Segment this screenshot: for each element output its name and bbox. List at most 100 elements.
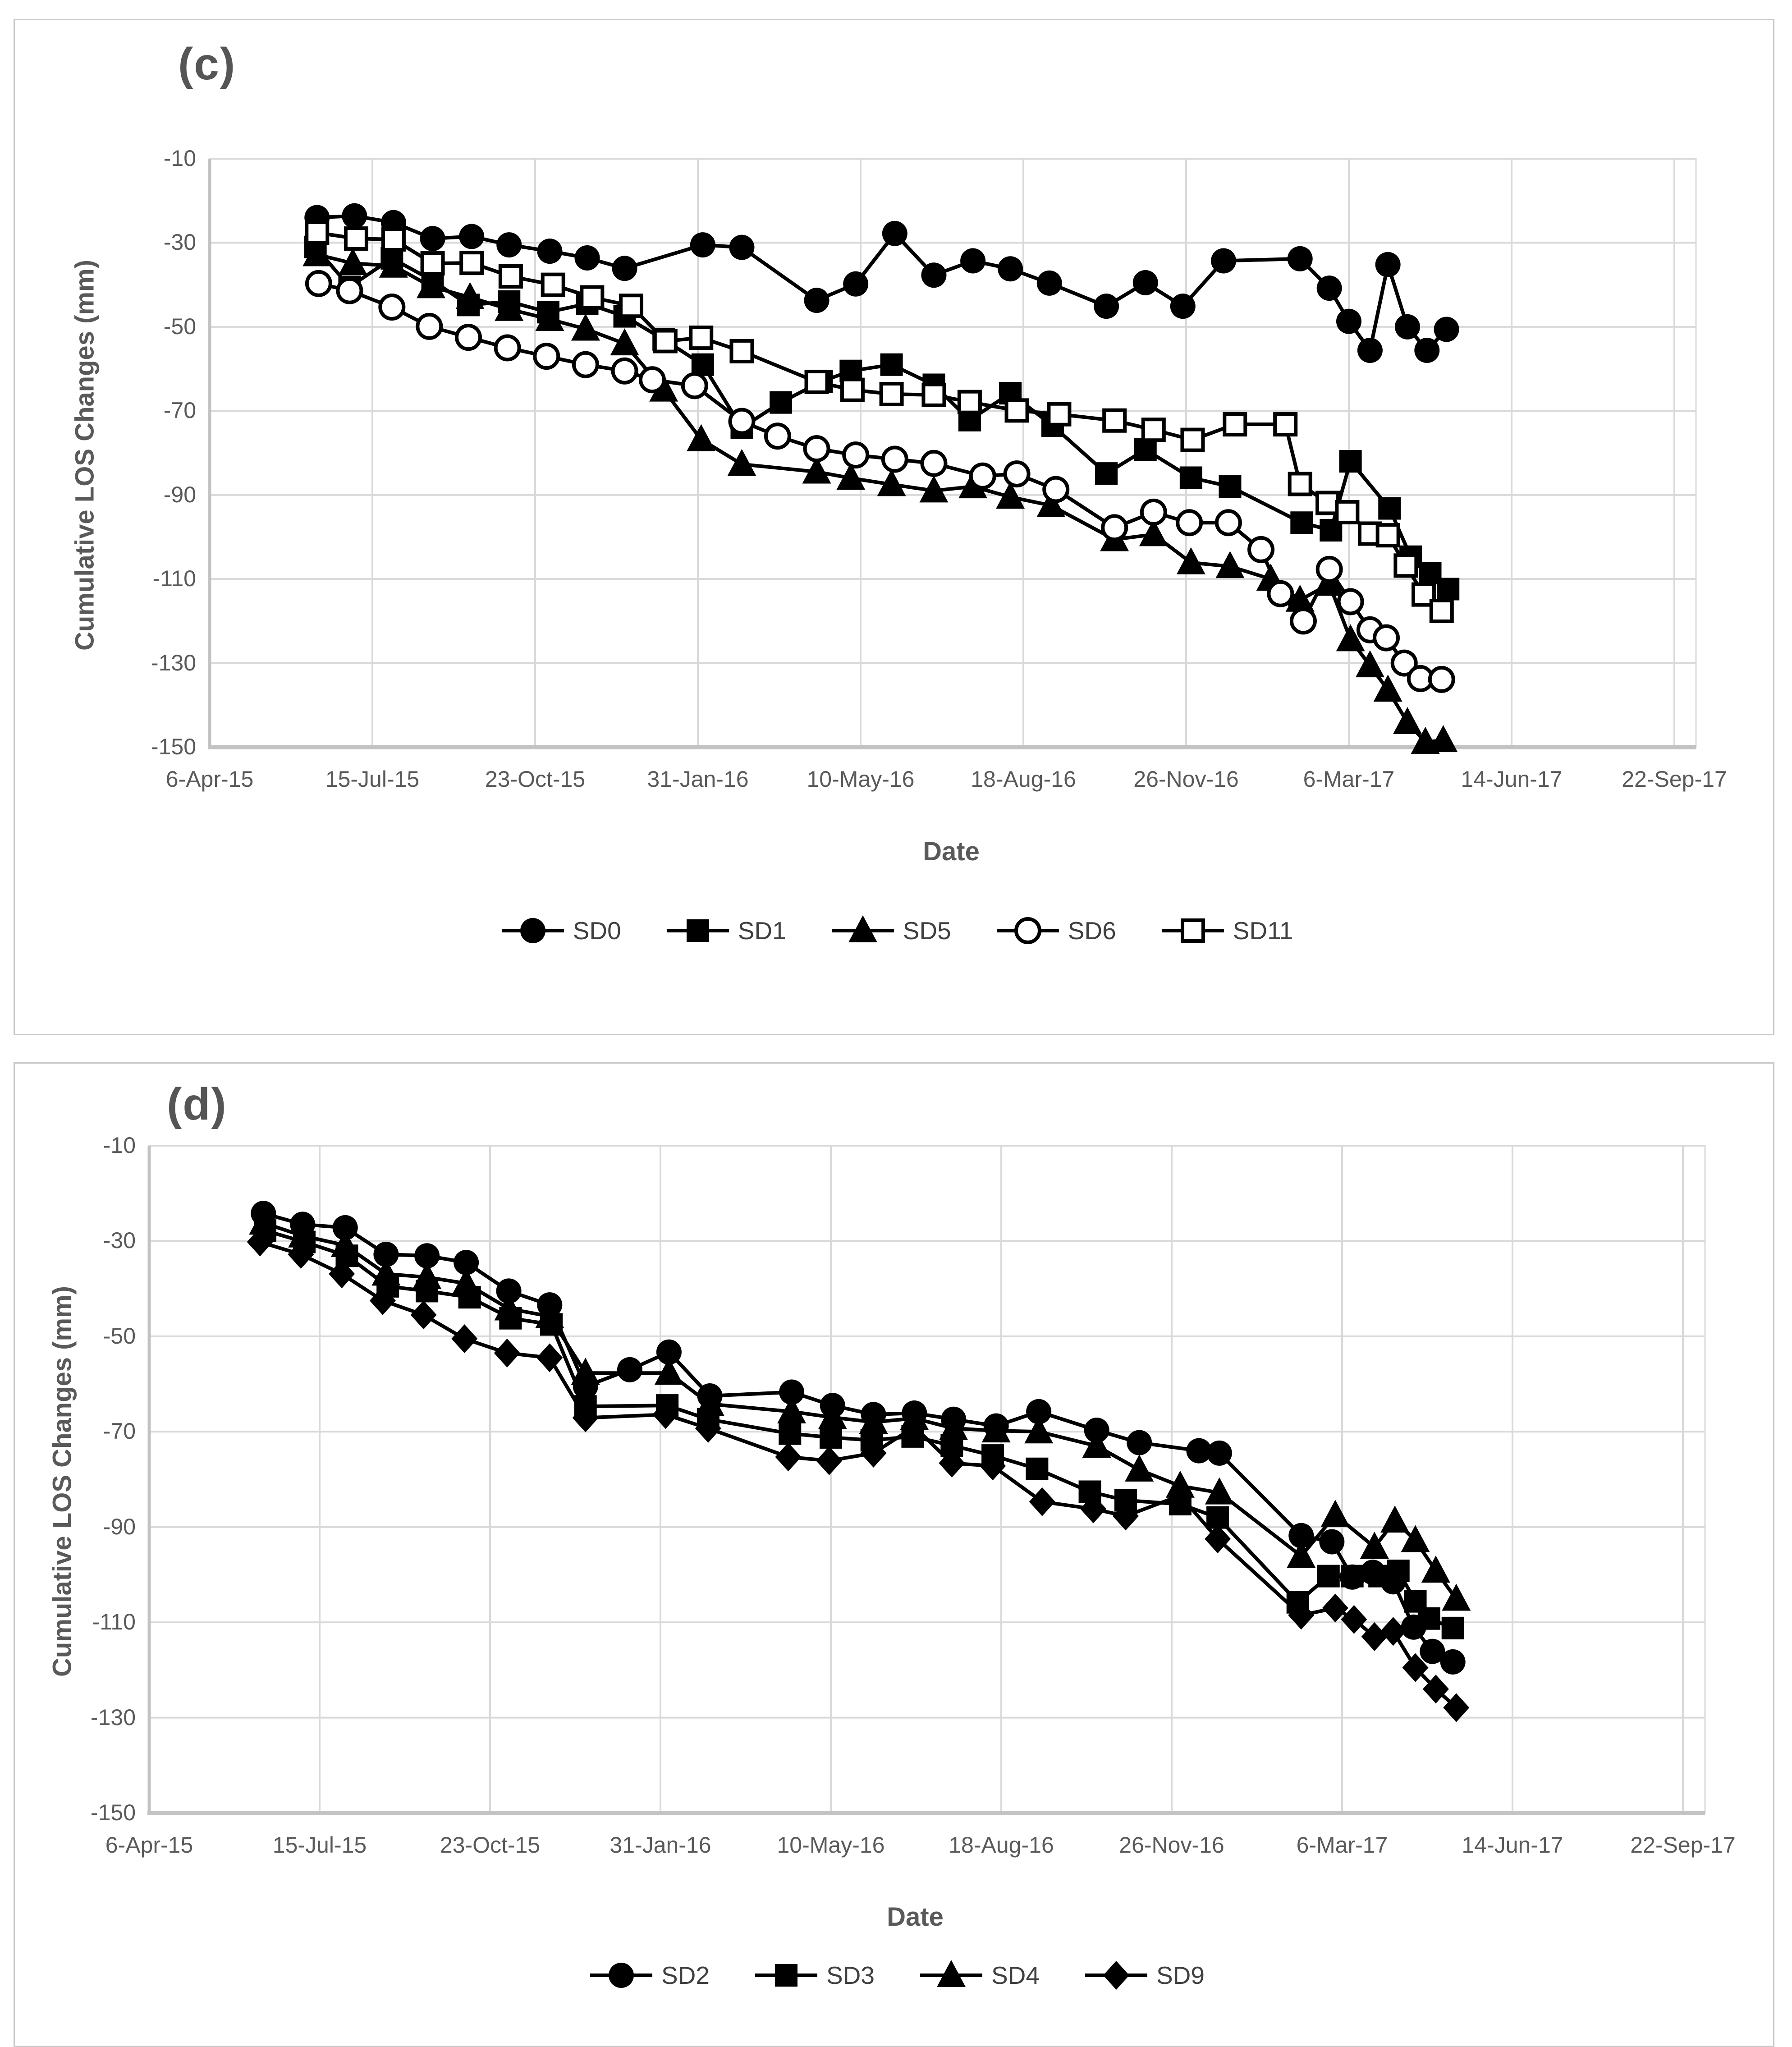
marker-circle-open [920, 450, 948, 477]
marker-triangle-filled [1285, 584, 1315, 612]
marker-triangle-filled [687, 424, 716, 451]
marker-triangle-filled [695, 1388, 724, 1416]
marker-triangle-filled [571, 1358, 600, 1385]
marker-diamond-filled [1402, 1653, 1429, 1682]
marker-circle-filled [609, 1963, 634, 1988]
x-tick-label: 10-May-16 [807, 766, 915, 792]
marker-circle-filled [1319, 1529, 1345, 1555]
marker-diamond-filled [1103, 1961, 1129, 1990]
marker-circle-filled [729, 234, 755, 260]
marker-circle-open [378, 294, 406, 321]
y-tick-label: -10 [103, 1133, 136, 1158]
marker-circle-filled [1434, 317, 1459, 342]
marker-circle-filled [690, 232, 715, 258]
marker-circle-filled [612, 256, 637, 281]
marker-square-open [580, 285, 605, 310]
marker-square-open [1315, 491, 1340, 515]
legend-label: SD9 [1156, 1961, 1205, 1989]
x-tick-label: 23-Oct-15 [485, 766, 586, 792]
marker-circle-filled [1357, 338, 1383, 363]
marker-square-filled [686, 919, 709, 942]
marker-diamond-filled [695, 1414, 721, 1443]
y-tick-label: -10 [163, 146, 196, 171]
marker-diamond-filled [1380, 1617, 1407, 1646]
marker-square-filled [1219, 475, 1242, 498]
marker-square-open [1047, 402, 1072, 427]
marker-square-filled [1437, 578, 1460, 601]
marker-square-open [921, 382, 946, 407]
legend-item-SD11: SD11 [1159, 914, 1293, 947]
marker-diamond-filled [1322, 1593, 1348, 1623]
marker-circle-filled [459, 224, 485, 249]
marker-circle-open [842, 441, 870, 469]
marker-triangle-filled [416, 271, 445, 298]
marker-triangle-filled [535, 304, 564, 331]
y-tick-label: -90 [163, 482, 196, 507]
marker-circle-filled [1186, 1438, 1212, 1464]
y-tick-label: -70 [103, 1418, 136, 1444]
marker-triangle-filled [802, 456, 831, 484]
x-tick-label: 6-Mar-17 [1296, 1832, 1388, 1858]
legend-label: SD0 [573, 917, 621, 945]
marker-diamond-filled [901, 1412, 928, 1441]
marker-diamond-filled [652, 1400, 679, 1429]
marker-triangle-filled [1442, 1583, 1471, 1611]
marker-triangle-filled [302, 239, 332, 266]
series-SD5 [302, 239, 1458, 754]
x-tick-label: 23-Oct-15 [440, 1832, 541, 1858]
legend-item-SD0: SD0 [499, 914, 621, 947]
chart-d-y-axis-label: Cumulative LOS Changes (mm) [47, 1286, 77, 1677]
marker-triangle-filled [937, 1960, 966, 1987]
x-tick-label: 14-Jun-17 [1461, 766, 1563, 792]
marker-triangle-filled [330, 1230, 360, 1257]
marker-circle-filled [1414, 338, 1440, 363]
marker-square-open [498, 264, 523, 289]
x-tick-label: 6-Mar-17 [1303, 766, 1395, 792]
y-tick-label: -90 [103, 1514, 136, 1539]
marker-square-open [840, 377, 865, 402]
marker-circle-filled [1375, 252, 1401, 277]
marker-square-open [1335, 500, 1360, 524]
x-tick-label: 10-May-16 [777, 1832, 885, 1858]
marker-triangle-filled [649, 374, 678, 402]
legend-marker-circle-open-icon [996, 917, 1059, 944]
marker-circle-open [764, 422, 791, 450]
marker-circle-open [969, 462, 996, 490]
marker-diamond-filled [939, 1449, 965, 1478]
marker-triangle-filled [338, 248, 367, 275]
series-SD4 [249, 1207, 1471, 1611]
marker-square-filled [1341, 1565, 1364, 1588]
marker-triangle-filled [1139, 519, 1168, 546]
marker-circle-filled [1036, 270, 1062, 296]
marker-square-filled [1290, 511, 1313, 534]
chart-d [147, 1145, 1706, 1815]
legend-label: SD4 [991, 1961, 1040, 1989]
marker-circle-filled [1394, 314, 1420, 340]
marker-circle-filled [454, 1250, 479, 1275]
marker-circle-filled [1094, 294, 1119, 319]
marker-circle-filled [998, 256, 1023, 282]
legend-marker-diamond-icon [1085, 1961, 1147, 1990]
marker-circle-open [1390, 649, 1418, 677]
chart-c-x-axis-label: Date [923, 837, 980, 866]
marker-triangle-filled [836, 463, 866, 490]
legend-item-SD9: SD9 [1082, 1959, 1205, 1992]
marker-circle-filled [1084, 1418, 1109, 1443]
marker-circle-open [454, 324, 482, 351]
x-tick-label: 14-Jun-17 [1462, 1832, 1563, 1858]
series-line [259, 1240, 1457, 1709]
marker-circle-filled [1287, 246, 1313, 271]
y-tick-label: -150 [90, 1800, 136, 1825]
series-line [317, 214, 1448, 355]
legend-label: SD3 [826, 1961, 875, 1989]
legend-marker-square-open-icon [1161, 918, 1224, 943]
marker-triangle-filled [996, 482, 1025, 509]
marker-diamond-filled [329, 1259, 355, 1289]
marker-triangle-filled [1429, 725, 1458, 753]
x-tick-label: 31-Jan-16 [647, 766, 749, 792]
legend-item-SD5: SD5 [829, 914, 951, 947]
marker-square-open [1393, 553, 1418, 578]
marker-circle-open [803, 435, 830, 463]
marker-diamond-filled [451, 1324, 478, 1354]
marker-triangle-filled [1421, 1555, 1450, 1583]
